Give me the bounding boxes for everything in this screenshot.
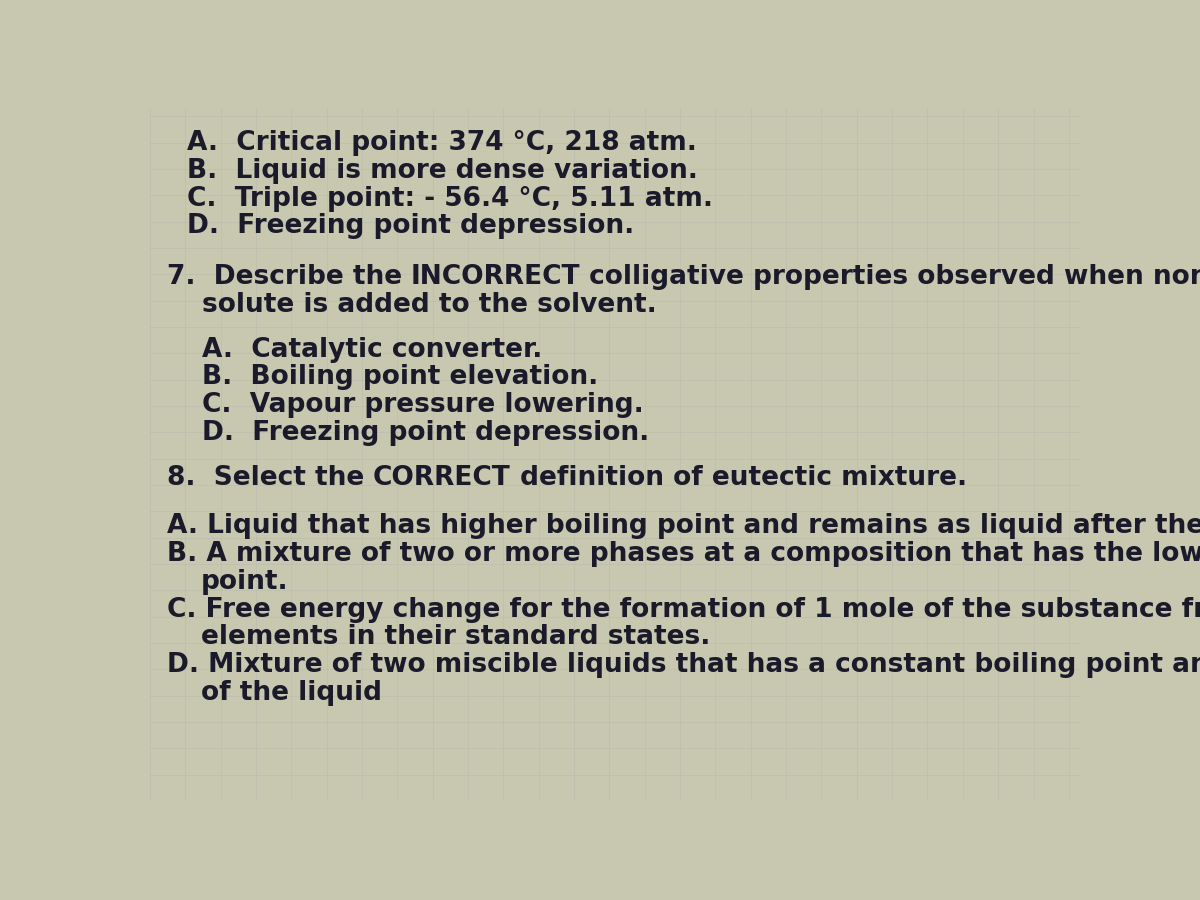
Text: INCORRECT: INCORRECT [410, 264, 581, 290]
Text: A.  Catalytic converter.: A. Catalytic converter. [202, 337, 542, 363]
Text: B. A mixture of two or more phases at a composition that has the lowest meltin: B. A mixture of two or more phases at a … [167, 541, 1200, 567]
Text: A. Liquid that has higher boiling point and remains as liquid after the distilla: A. Liquid that has higher boiling point … [167, 513, 1200, 539]
Text: 8.  Select the: 8. Select the [167, 465, 373, 491]
Text: D. Mixture of two miscible liquids that has a constant boiling point and the vap: D. Mixture of two miscible liquids that … [167, 652, 1200, 678]
Text: 7.  Describe the: 7. Describe the [167, 264, 410, 290]
Text: elements in their standard states.: elements in their standard states. [202, 625, 710, 651]
Text: colligative properties observed when non-volatile: colligative properties observed when non… [581, 264, 1200, 290]
Text: definition of eutectic mixture.: definition of eutectic mixture. [511, 465, 967, 491]
Text: CORRECT: CORRECT [373, 465, 511, 491]
Text: of the liquid: of the liquid [202, 680, 382, 706]
Text: B.  Liquid is more dense variation.: B. Liquid is more dense variation. [187, 158, 698, 184]
Text: C. Free energy change for the formation of 1 mole of the substance from it: C. Free energy change for the formation … [167, 597, 1200, 623]
Text: D.  Freezing point depression.: D. Freezing point depression. [187, 213, 635, 239]
Text: D.  Freezing point depression.: D. Freezing point depression. [202, 419, 649, 446]
Text: solute is added to the solvent.: solute is added to the solvent. [202, 292, 656, 318]
Text: point.: point. [202, 569, 289, 595]
Text: C.  Vapour pressure lowering.: C. Vapour pressure lowering. [202, 392, 644, 418]
Text: A.  Critical point: 374 °C, 218 atm.: A. Critical point: 374 °C, 218 atm. [187, 130, 697, 157]
Text: C.  Triple point: - 56.4 °C, 5.11 atm.: C. Triple point: - 56.4 °C, 5.11 atm. [187, 185, 713, 211]
Text: B.  Boiling point elevation.: B. Boiling point elevation. [202, 364, 599, 391]
